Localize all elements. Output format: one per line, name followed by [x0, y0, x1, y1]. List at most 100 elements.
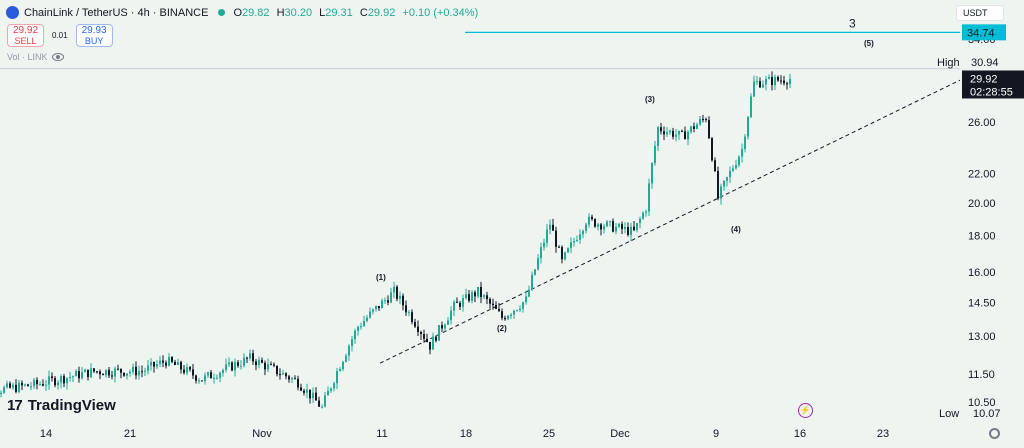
ohlc-close-value: 29.92 — [367, 6, 396, 19]
tradingview-logo[interactable]: 17 TradingView — [7, 397, 116, 414]
candle-body — [441, 325, 443, 329]
lightning-icon[interactable]: ⚡ — [798, 403, 813, 418]
buy-button[interactable]: 29.93 BUY — [75, 24, 113, 47]
candle-body — [606, 221, 608, 227]
current-price-value: 29.92 — [970, 73, 998, 85]
candle-body — [648, 183, 650, 212]
candle-body — [234, 362, 236, 371]
candle-body — [351, 339, 353, 347]
candle-body — [723, 180, 725, 187]
candle-body — [714, 160, 716, 172]
candle-body — [702, 119, 704, 121]
ohlc-values: O29.82 H30.20 L29.31 C29.92 +0.10 (+0.34… — [233, 7, 482, 19]
candle-body — [447, 320, 449, 325]
candle-body — [651, 163, 653, 184]
candle-body — [207, 372, 209, 376]
low-label: Low — [939, 408, 959, 420]
low-value: 10.07 — [973, 408, 1001, 420]
tradingview-wordmark: TradingView — [27, 397, 116, 414]
candle-body — [531, 274, 533, 290]
candle-body — [534, 269, 536, 275]
candle-body — [348, 346, 350, 356]
candle-body — [627, 227, 629, 235]
candle-body — [42, 383, 44, 386]
candle-body — [6, 383, 8, 388]
candle-body — [423, 334, 425, 339]
candle-body — [510, 314, 512, 316]
time-tick-label: 16 — [794, 428, 806, 440]
candle-body — [222, 369, 224, 373]
candle-body — [237, 362, 239, 366]
candle-body — [528, 289, 530, 297]
candle-body — [84, 369, 86, 373]
eye-icon[interactable] — [51, 53, 64, 61]
candle-body — [465, 294, 467, 299]
candle-body — [129, 371, 131, 374]
candle-body — [204, 375, 206, 382]
candle-body — [777, 76, 779, 81]
symbol-title[interactable]: ChainLink / TetherUS · 4h · BINANCE — [24, 6, 209, 19]
candle-body — [561, 247, 563, 260]
candle-body — [609, 221, 611, 223]
wave-label-5: (5) — [864, 39, 874, 48]
trade-panel: 29.92 SELL 0.01 29.93 BUY — [7, 24, 113, 47]
candle-body — [105, 369, 107, 376]
candle-body — [636, 223, 638, 231]
candle-body — [288, 376, 290, 380]
candle-body — [669, 130, 671, 133]
currency-select[interactable]: USDT — [956, 5, 1004, 21]
buy-price: 29.93 — [81, 25, 107, 36]
settings-gear-icon[interactable] — [989, 428, 1000, 439]
time-tick-label: 25 — [543, 428, 555, 440]
candle-body — [603, 226, 605, 230]
candle-body — [363, 320, 365, 327]
candle-body — [498, 308, 500, 312]
candle-body — [276, 365, 278, 375]
candle-body — [417, 326, 419, 333]
candle-body — [153, 361, 155, 367]
candle-body — [705, 119, 707, 121]
candle-body — [744, 136, 746, 150]
ohlc-open-value: 29.82 — [242, 6, 270, 19]
candle-body — [81, 372, 83, 379]
candle-body — [180, 361, 182, 370]
candle-body — [123, 372, 125, 376]
candle-body — [21, 382, 23, 386]
candle-body — [354, 330, 356, 340]
volume-indicator[interactable]: Vol · LINK — [7, 52, 64, 62]
candle-body — [33, 379, 35, 387]
candle-body — [408, 312, 410, 314]
candle-body — [87, 369, 89, 378]
candle-body — [693, 126, 695, 129]
candle-body — [177, 361, 179, 365]
candle-body — [426, 338, 428, 342]
price-tick-label: 16.00 — [968, 267, 996, 279]
price-tick-label: 14.50 — [968, 297, 996, 309]
high-value: 30.94 — [971, 57, 999, 69]
candle-body — [621, 223, 623, 230]
candle-body — [672, 130, 674, 137]
candle-body — [489, 299, 491, 304]
target-price-value: 34.74 — [967, 27, 995, 39]
candle-body — [54, 378, 56, 386]
market-status-icon — [218, 9, 226, 16]
candle-body — [210, 372, 212, 379]
candle-body — [378, 305, 380, 309]
candle-body — [786, 83, 788, 85]
candle-body — [339, 369, 341, 372]
candle-body — [273, 364, 275, 366]
candle-body — [468, 294, 470, 301]
candle-body — [183, 369, 185, 373]
candle-body — [729, 170, 731, 178]
candle-body — [492, 303, 494, 305]
candle-body — [720, 186, 722, 199]
candle-body — [789, 78, 791, 85]
candle-body — [171, 356, 173, 362]
candle-body — [333, 383, 335, 389]
sell-button[interactable]: 29.92 SELL — [7, 24, 44, 47]
current-price-tag — [962, 70, 1024, 99]
candle-body — [546, 229, 548, 243]
candle-body — [192, 369, 194, 376]
price-tick-label: 20.00 — [968, 198, 996, 210]
